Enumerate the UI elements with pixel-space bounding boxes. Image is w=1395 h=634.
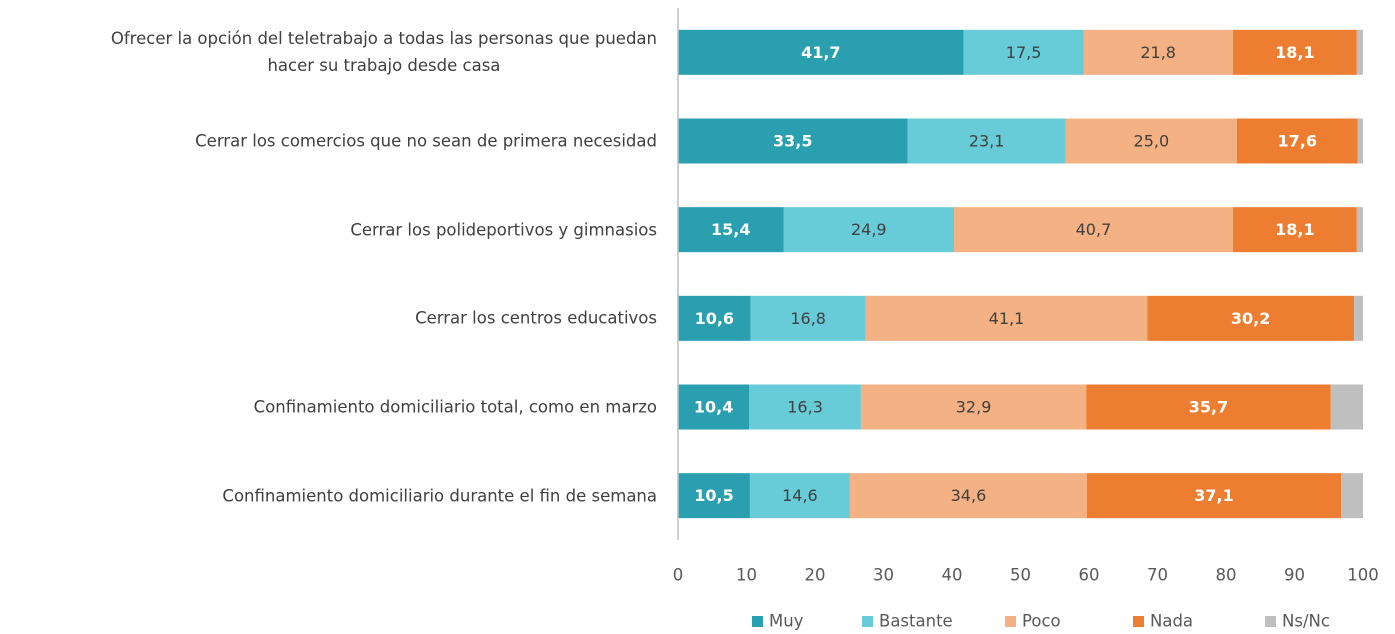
value-label: 25,0: [1134, 132, 1170, 151]
category-label: Confinamiento domiciliario durante el fi…: [222, 486, 657, 506]
bar-segment: [1232, 29, 1357, 75]
bar-segment: [849, 473, 1087, 519]
value-label: 14,6: [782, 486, 818, 505]
bar-segment: [1236, 118, 1358, 164]
value-label: 16,8: [790, 309, 826, 328]
bar-segment: [678, 473, 750, 519]
x-tick-label: 60: [1079, 566, 1100, 585]
value-label: 33,5: [773, 132, 812, 151]
x-tick-label: 20: [805, 566, 826, 585]
category-label-box: Confinamiento domiciliario durante el fi…: [222, 482, 657, 509]
bar-segment: [678, 29, 964, 75]
category-label-box: Ofrecer la opción del teletrabajo a toda…: [111, 25, 657, 79]
value-label: 18,1: [1275, 43, 1314, 62]
legend-label: Ns/Nc: [1282, 612, 1330, 631]
bar-segment: [1086, 473, 1342, 519]
bar-segment: [1356, 207, 1363, 253]
legend-label: Nada: [1150, 612, 1193, 631]
value-label: 23,1: [969, 132, 1005, 151]
bar-segment: [749, 473, 850, 519]
bar-segment: [1147, 295, 1355, 341]
value-label: 17,6: [1277, 132, 1316, 151]
category-label-box: Cerrar los centros educativos: [415, 305, 657, 332]
value-label: 10,6: [695, 309, 734, 328]
bar-segment: [1232, 207, 1357, 253]
category-label: Ofrecer la opción del teletrabajo a toda…: [110, 29, 657, 76]
bar-segment: [907, 118, 1066, 164]
value-label: 10,4: [694, 398, 733, 417]
bar-segment: [678, 295, 751, 341]
category-label-box: Cerrar los comercios que no sean de prim…: [195, 128, 657, 155]
x-tick-label: 70: [1147, 566, 1168, 585]
value-label: 37,1: [1194, 486, 1233, 505]
bar-segment: [678, 384, 750, 430]
value-label: 21,8: [1140, 43, 1176, 62]
value-label: 17,5: [1006, 43, 1042, 62]
category-label: Cerrar los comercios que no sean de prim…: [195, 131, 657, 151]
bar-segment: [1341, 473, 1363, 519]
bar-segment: [1330, 384, 1363, 430]
bar-segment: [1083, 29, 1233, 75]
x-tick-label: 100: [1347, 566, 1379, 585]
bar-segment: [783, 207, 955, 253]
bar-segment: [1065, 118, 1237, 164]
x-tick-label: 90: [1284, 566, 1305, 585]
value-label: 30,2: [1231, 309, 1270, 328]
category-label-box: Cerrar los polideportivos y gimnasios: [350, 216, 657, 243]
value-label: 16,3: [787, 398, 823, 417]
legend-swatch: [862, 616, 873, 627]
x-tick-label: 80: [1216, 566, 1237, 585]
bar-segment: [954, 207, 1233, 253]
bar-segment: [1354, 295, 1363, 341]
bar-segment: [750, 295, 866, 341]
bar-segment: [678, 207, 784, 253]
bar-segment: [678, 118, 908, 164]
value-label: 35,7: [1189, 398, 1228, 417]
value-label: 40,7: [1076, 220, 1112, 239]
value-label: 41,1: [989, 309, 1025, 328]
bar-segment: [1357, 118, 1363, 164]
category-label-box: Confinamiento domiciliario total, como e…: [254, 394, 657, 421]
x-tick-label: 40: [942, 566, 963, 585]
bar-segment: [1086, 384, 1331, 430]
x-tick-label: 30: [873, 566, 894, 585]
category-label: Confinamiento domiciliario total, como e…: [253, 397, 657, 417]
x-tick-label: 10: [736, 566, 757, 585]
legend-swatch: [1005, 616, 1016, 627]
bar-segment: [1356, 29, 1363, 75]
legend-swatch: [1133, 616, 1144, 627]
x-tick-label: 0: [673, 566, 684, 585]
bar-segment: [865, 295, 1148, 341]
legend-label: Poco: [1022, 612, 1061, 631]
value-label: 15,4: [711, 220, 750, 239]
bar-segment: [963, 29, 1084, 75]
value-label: 32,9: [956, 398, 992, 417]
legend-swatch: [1265, 616, 1276, 627]
value-label: 24,9: [851, 220, 887, 239]
legend-label: Bastante: [879, 612, 953, 631]
legend-label: Muy: [769, 612, 804, 631]
legend-swatch: [752, 616, 763, 627]
value-label: 18,1: [1275, 220, 1314, 239]
value-label: 34,6: [951, 486, 987, 505]
x-tick-label: 50: [1010, 566, 1031, 585]
bar-segment: [749, 384, 861, 430]
category-label: Cerrar los centros educativos: [415, 308, 657, 328]
value-label: 10,5: [694, 486, 733, 505]
bar-segment: [860, 384, 1087, 430]
value-label: 41,7: [801, 43, 840, 62]
category-label: Cerrar los polideportivos y gimnasios: [350, 220, 657, 240]
